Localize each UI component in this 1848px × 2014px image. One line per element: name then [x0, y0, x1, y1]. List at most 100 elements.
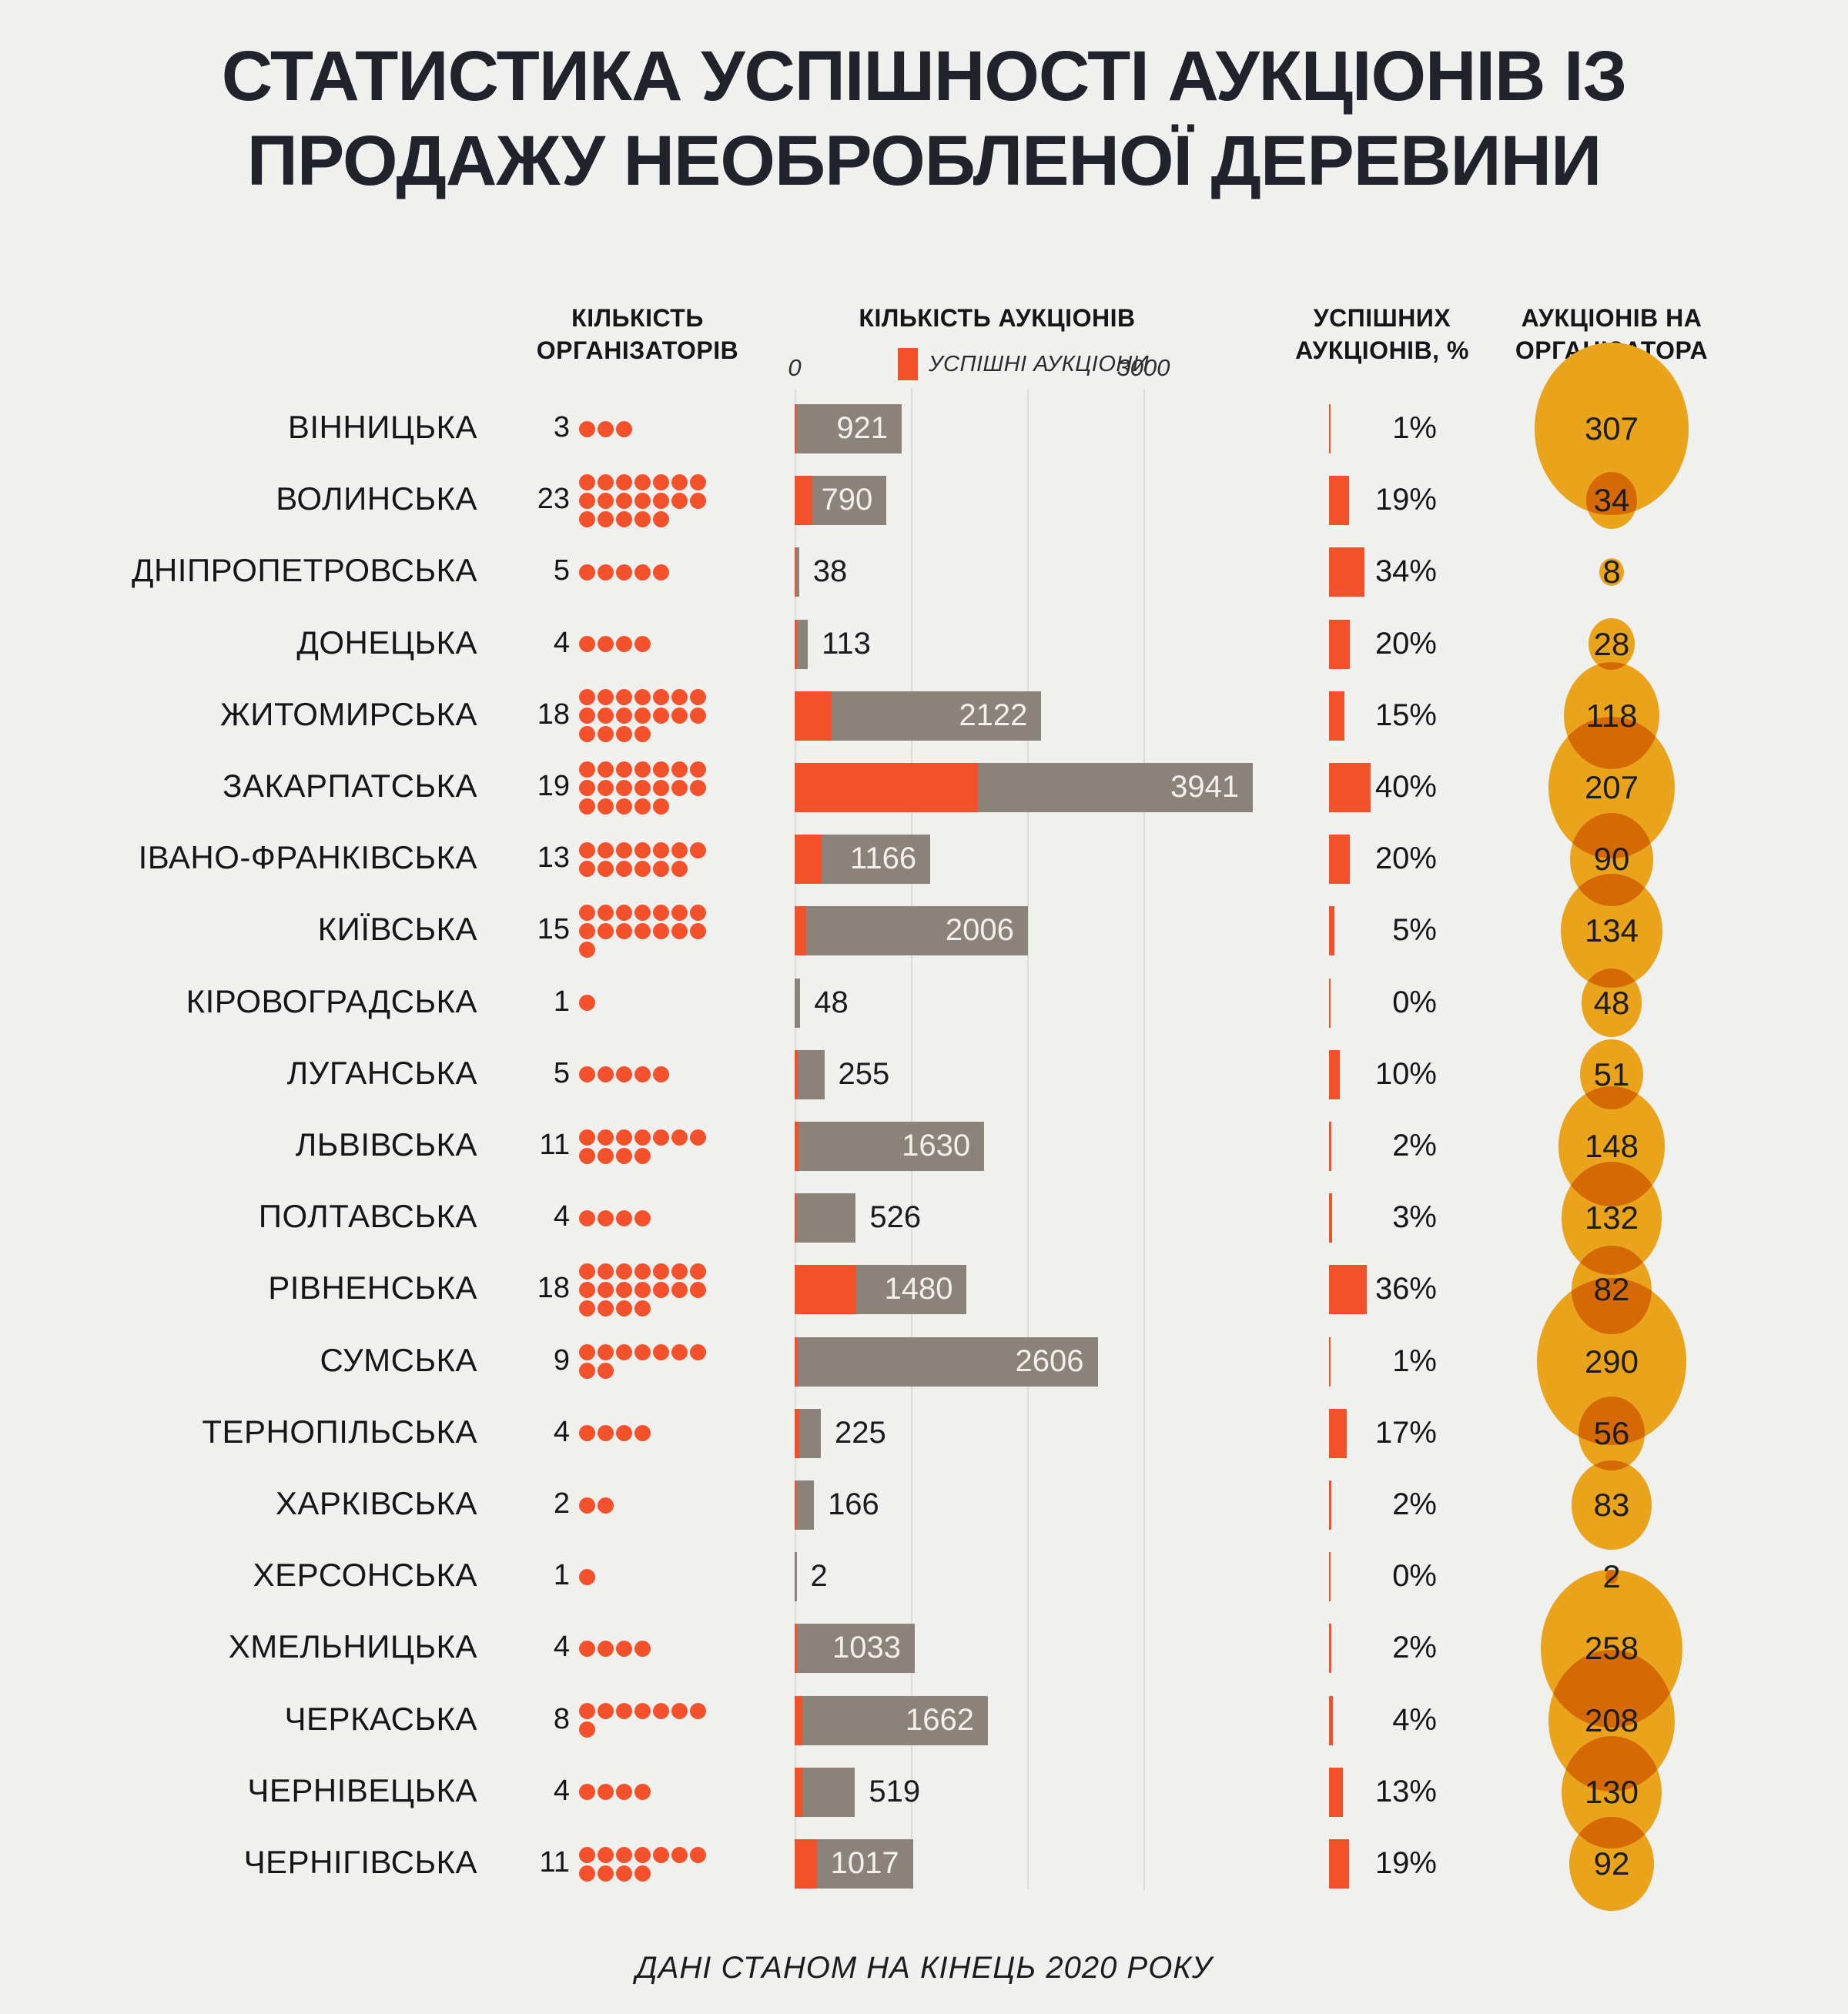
organizer-dot-icon — [690, 1344, 706, 1361]
auctions-total-bar — [795, 547, 799, 597]
organizer-dot-icon — [634, 904, 651, 921]
per-organizer-value: 307 — [1584, 410, 1639, 447]
organizer-dots — [579, 841, 708, 877]
organizer-dot-icon — [579, 798, 595, 815]
auctions-successful-bar — [795, 835, 822, 885]
auctions-total-bar — [795, 1193, 856, 1243]
organizer-dot-icon — [690, 1846, 706, 1863]
auctions-successful-bar — [795, 1839, 818, 1889]
organizer-dot-icon — [690, 761, 706, 778]
organizer-dot-icon — [671, 922, 688, 939]
organizer-dots — [579, 1846, 708, 1882]
auctions-successful-bar — [795, 404, 796, 453]
organizer-dot-icon — [671, 1703, 688, 1720]
success-pct-bar — [1329, 1193, 1333, 1243]
organizer-dot-icon — [634, 708, 651, 724]
success-pct-bar — [1329, 1695, 1334, 1745]
legend-label: УСПІШНІ АУКЦІОНИ — [929, 351, 1150, 376]
organizer-dot-icon — [616, 798, 632, 815]
organizer-dot-icon — [598, 1846, 614, 1863]
region-label: ДОНЕЦЬКА — [296, 624, 477, 661]
organizer-dot-icon — [579, 726, 595, 743]
organizer-dot-icon — [579, 1568, 595, 1585]
auctions-total-bar — [795, 1122, 985, 1171]
auctions-successful-bar — [795, 619, 798, 669]
organizers-count: 23 — [537, 483, 570, 516]
auctions-successful-bar — [795, 1767, 803, 1817]
organizer-dot-icon — [579, 636, 595, 653]
success-pct-bar — [1329, 835, 1350, 885]
organizers-count: 8 — [553, 1702, 570, 1735]
organizer-dot-icon — [616, 510, 632, 527]
organizer-dot-icon — [671, 904, 688, 921]
organizer-dot-icon — [616, 473, 632, 490]
organizer-dot-icon — [653, 1066, 669, 1083]
organizer-dot-icon — [653, 1281, 669, 1298]
auctions-value: 526 — [869, 1200, 922, 1235]
organizer-dot-icon — [579, 1721, 595, 1738]
organizer-dot-icon — [579, 689, 595, 706]
per-organizer-value: 56 — [1593, 1414, 1630, 1451]
organizer-dot-icon — [690, 779, 706, 796]
organizer-dot-icon — [598, 841, 614, 858]
organizer-dots — [579, 564, 708, 580]
success-pct-bar — [1329, 1480, 1331, 1530]
organizers-count: 5 — [553, 554, 570, 587]
auctions-value: 1480 — [884, 1272, 953, 1306]
auctions-value: 921 — [836, 411, 889, 445]
organizer-dot-icon — [598, 922, 614, 939]
auctions-value: 1662 — [905, 1702, 974, 1737]
auctions-successful-bar — [795, 1695, 803, 1745]
auctions-value: 2606 — [1015, 1343, 1084, 1378]
organizer-dot-icon — [579, 841, 595, 858]
auctions-successful-bar — [795, 1624, 798, 1674]
organizer-dot-icon — [653, 564, 669, 580]
per-organizer-value: 51 — [1593, 1056, 1630, 1092]
success-pct-value: 36% — [1374, 1272, 1437, 1306]
auctions-successful-bar — [795, 1122, 798, 1171]
auctions-value: 225 — [834, 1415, 886, 1450]
organizer-dot-icon — [653, 904, 669, 921]
organizer-dot-icon — [579, 904, 595, 921]
organizer-dot-icon — [634, 798, 651, 815]
success-pct-value: 15% — [1374, 698, 1437, 732]
organizer-dots — [579, 1209, 708, 1226]
organizer-dot-icon — [653, 841, 669, 858]
organizer-dot-icon — [634, 1129, 651, 1146]
region-label: ЛУГАНСЬКА — [286, 1054, 477, 1091]
success-pct-value: 2% — [1392, 1631, 1437, 1665]
organizer-dot-icon — [598, 1281, 614, 1298]
auctions-successful-bar — [795, 906, 807, 956]
organizer-dot-icon — [616, 1703, 632, 1720]
auctions-value: 519 — [869, 1774, 921, 1808]
organizer-dot-icon — [653, 1846, 669, 1863]
organizer-dot-icon — [579, 1703, 595, 1720]
auctions-value: 1630 — [902, 1129, 971, 1163]
organizer-dot-icon — [671, 779, 688, 796]
organizer-dot-icon — [653, 1344, 669, 1361]
organizer-dot-icon — [616, 761, 632, 778]
organizer-dot-icon — [616, 708, 632, 724]
organizer-dot-icon — [579, 860, 595, 877]
auctions-total-bar — [795, 1049, 825, 1099]
axis-tick-max: 3000 — [1116, 354, 1170, 381]
organizer-dot-icon — [579, 473, 595, 490]
auctions-value: 790 — [821, 483, 873, 517]
organizer-dot-icon — [598, 473, 614, 490]
organizer-dot-icon — [579, 1147, 595, 1164]
success-pct-bar — [1329, 404, 1331, 453]
organizer-dot-icon — [616, 1147, 632, 1164]
organizer-dot-icon — [616, 1784, 632, 1801]
organizer-dot-icon — [598, 708, 614, 724]
region-label: ЛЬВІВСЬКА — [295, 1126, 477, 1163]
success-pct-bar — [1329, 763, 1371, 812]
organizer-dot-icon — [579, 941, 595, 958]
organizer-dot-icon — [579, 708, 595, 724]
organizer-dot-icon — [598, 1129, 614, 1146]
organizer-dot-icon — [598, 904, 614, 921]
auctions-successful-bar — [795, 547, 796, 597]
organizer-dot-icon — [598, 1497, 614, 1514]
auctions-value: 2122 — [959, 698, 1028, 732]
organizer-dots — [579, 473, 708, 527]
success-pct-bar — [1329, 1337, 1331, 1387]
